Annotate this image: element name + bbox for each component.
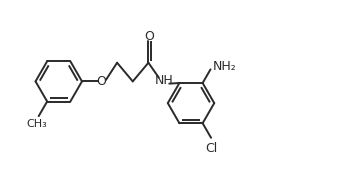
Text: Cl: Cl bbox=[206, 142, 218, 155]
Text: NH₂: NH₂ bbox=[212, 60, 236, 73]
Text: O: O bbox=[97, 75, 106, 88]
Text: CH₃: CH₃ bbox=[26, 119, 47, 129]
Text: NH: NH bbox=[155, 74, 173, 87]
Text: O: O bbox=[144, 30, 154, 43]
